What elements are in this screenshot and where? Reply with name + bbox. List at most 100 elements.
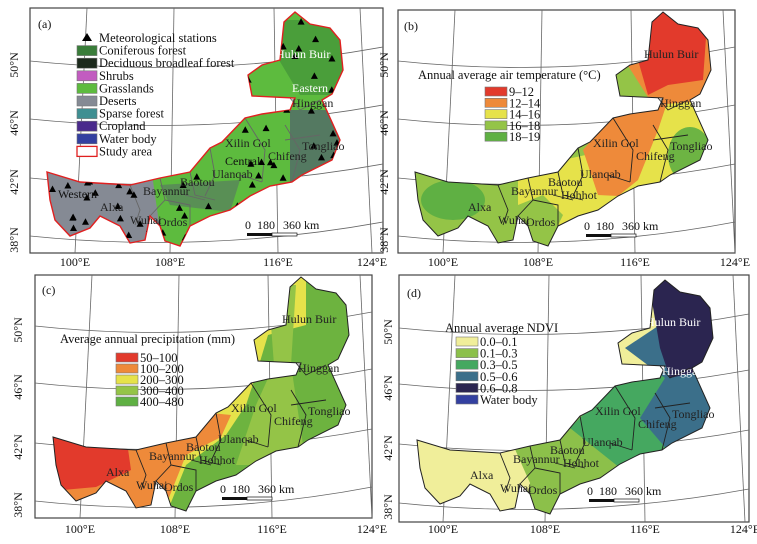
legend-swatch	[455, 394, 479, 405]
latitude-line	[29, 104, 384, 126]
meteorological-station-marker	[126, 187, 134, 195]
scale-label: 0	[245, 218, 251, 232]
latitude-line	[34, 486, 373, 508]
region-label: Xilin Gol	[231, 401, 277, 415]
region-boundary	[572, 147, 584, 197]
region-label: Chifeng	[636, 149, 675, 163]
longitude-line	[359, 274, 373, 519]
scale-bar: 0 180 360 km	[584, 219, 659, 238]
scale-bar: 0 180 360 km	[245, 218, 320, 237]
legend-label: 0.6–0.8	[480, 381, 518, 395]
region-label: Ulanqab	[218, 432, 259, 446]
legend-label: Grasslands	[99, 81, 154, 95]
region-label: Bayannur	[143, 184, 190, 198]
legend-swatch	[115, 352, 139, 363]
region-label: Bayannur	[511, 184, 558, 198]
meteorological-station-marker	[130, 191, 138, 198]
region-label: Baotou	[548, 175, 583, 189]
region-boundaries	[497, 97, 689, 226]
latitude-tick-label: 42°N	[381, 435, 395, 461]
legend-swatch	[76, 120, 98, 132]
legend-swatch	[115, 385, 139, 396]
region-label: Chifeng	[268, 149, 307, 163]
panel-letter: (b)	[404, 19, 418, 33]
legend-label: 0.0–0.1	[480, 335, 518, 349]
legend-label: Sparse forest	[99, 107, 164, 121]
region-label: Hohhot	[561, 188, 598, 202]
latitude-line	[397, 221, 736, 243]
meteorological-station-marker	[291, 52, 299, 60]
region-boundary	[284, 124, 301, 183]
legend-item: 0.3–0.5	[455, 358, 518, 372]
legend-swatch	[455, 336, 479, 347]
legend-item: 100–200	[115, 362, 184, 376]
longitude-tick-label: 108°E	[530, 522, 560, 536]
legend-label: 0.5–0.6	[480, 370, 518, 384]
study-area-outline	[414, 11, 712, 247]
legend-swatch	[76, 108, 98, 119]
legend-title: Annual average air temperature (°C)	[418, 68, 601, 82]
legend-item: Coniferous forest	[76, 44, 187, 58]
region-boundaries	[499, 365, 691, 494]
legend-swatch	[115, 374, 139, 385]
region-boundary	[245, 439, 269, 448]
panel-letter: (c)	[42, 283, 55, 297]
region-boundary	[612, 117, 634, 183]
legend-swatch	[76, 83, 98, 94]
region-boundary	[497, 184, 509, 226]
latitude-tick-label: 46°N	[11, 374, 25, 400]
meteorological-station-marker	[247, 160, 255, 167]
meteorological-station-marker	[91, 189, 99, 196]
meteorological-station-marker	[48, 185, 56, 192]
study-area-outline	[416, 279, 714, 515]
region-label: Hohhot	[563, 456, 600, 470]
region-boundary	[290, 399, 327, 406]
latitude-tick-label: 46°N	[377, 110, 391, 136]
region-label: Tongliao	[308, 404, 351, 418]
region-label: Ordos	[526, 215, 556, 229]
region-label: Wuhai	[136, 478, 168, 492]
region-boundary	[210, 412, 222, 462]
legend-label: Coniferous forest	[99, 44, 187, 58]
meteorological-station-marker	[266, 158, 274, 166]
value-zone	[648, 280, 713, 378]
region-label: Ordos	[528, 483, 558, 497]
latitude-tick-label: 50°N	[11, 317, 25, 343]
region-boundary	[290, 389, 307, 448]
scale-bar-segment	[586, 234, 611, 237]
region-label: Xilin Gol	[595, 404, 641, 418]
legend-swatch	[484, 120, 508, 131]
latitude-line	[398, 488, 750, 510]
meteorological-station-marker	[125, 231, 133, 238]
meteorological-station-marker	[81, 218, 89, 225]
latitude-tick-label: 42°N	[377, 169, 391, 195]
legend-item: Water body	[455, 393, 538, 407]
longitude-tick-label: 100°E	[60, 255, 90, 269]
legend-swatch	[76, 70, 98, 82]
longitude-line	[722, 9, 736, 254]
legend-item: 0.1–0.3	[455, 347, 518, 361]
legend-label: 0.1–0.3	[480, 347, 518, 361]
longitude-tick-label: 108°E	[160, 522, 190, 536]
scale-bar-segment	[610, 233, 637, 238]
scale-bar-segment	[589, 499, 614, 502]
longitude-tick-label: 116°E	[630, 522, 660, 536]
legend-swatch	[484, 109, 508, 119]
scale-label: 180	[257, 218, 275, 232]
legend-swatch	[115, 363, 139, 374]
legend-item: Sparse forest	[76, 107, 164, 121]
legend-item: Shrubs	[76, 69, 134, 83]
scale-bar-segment	[271, 232, 298, 237]
meteorological-station-marker	[175, 204, 183, 211]
region-label: Bayannur	[149, 449, 196, 463]
legend-label: 16–18	[509, 119, 540, 133]
legend-item: Cropland	[76, 119, 146, 133]
legend-label: 9–12	[509, 85, 534, 99]
region-boundary	[534, 467, 561, 494]
region-label: Chifeng	[274, 414, 313, 428]
meteorological-station-marker	[114, 202, 122, 210]
legend-swatch	[484, 86, 508, 97]
latitude-tick-label: 38°N	[377, 227, 391, 253]
region-label: Xilin Gol	[225, 136, 271, 150]
